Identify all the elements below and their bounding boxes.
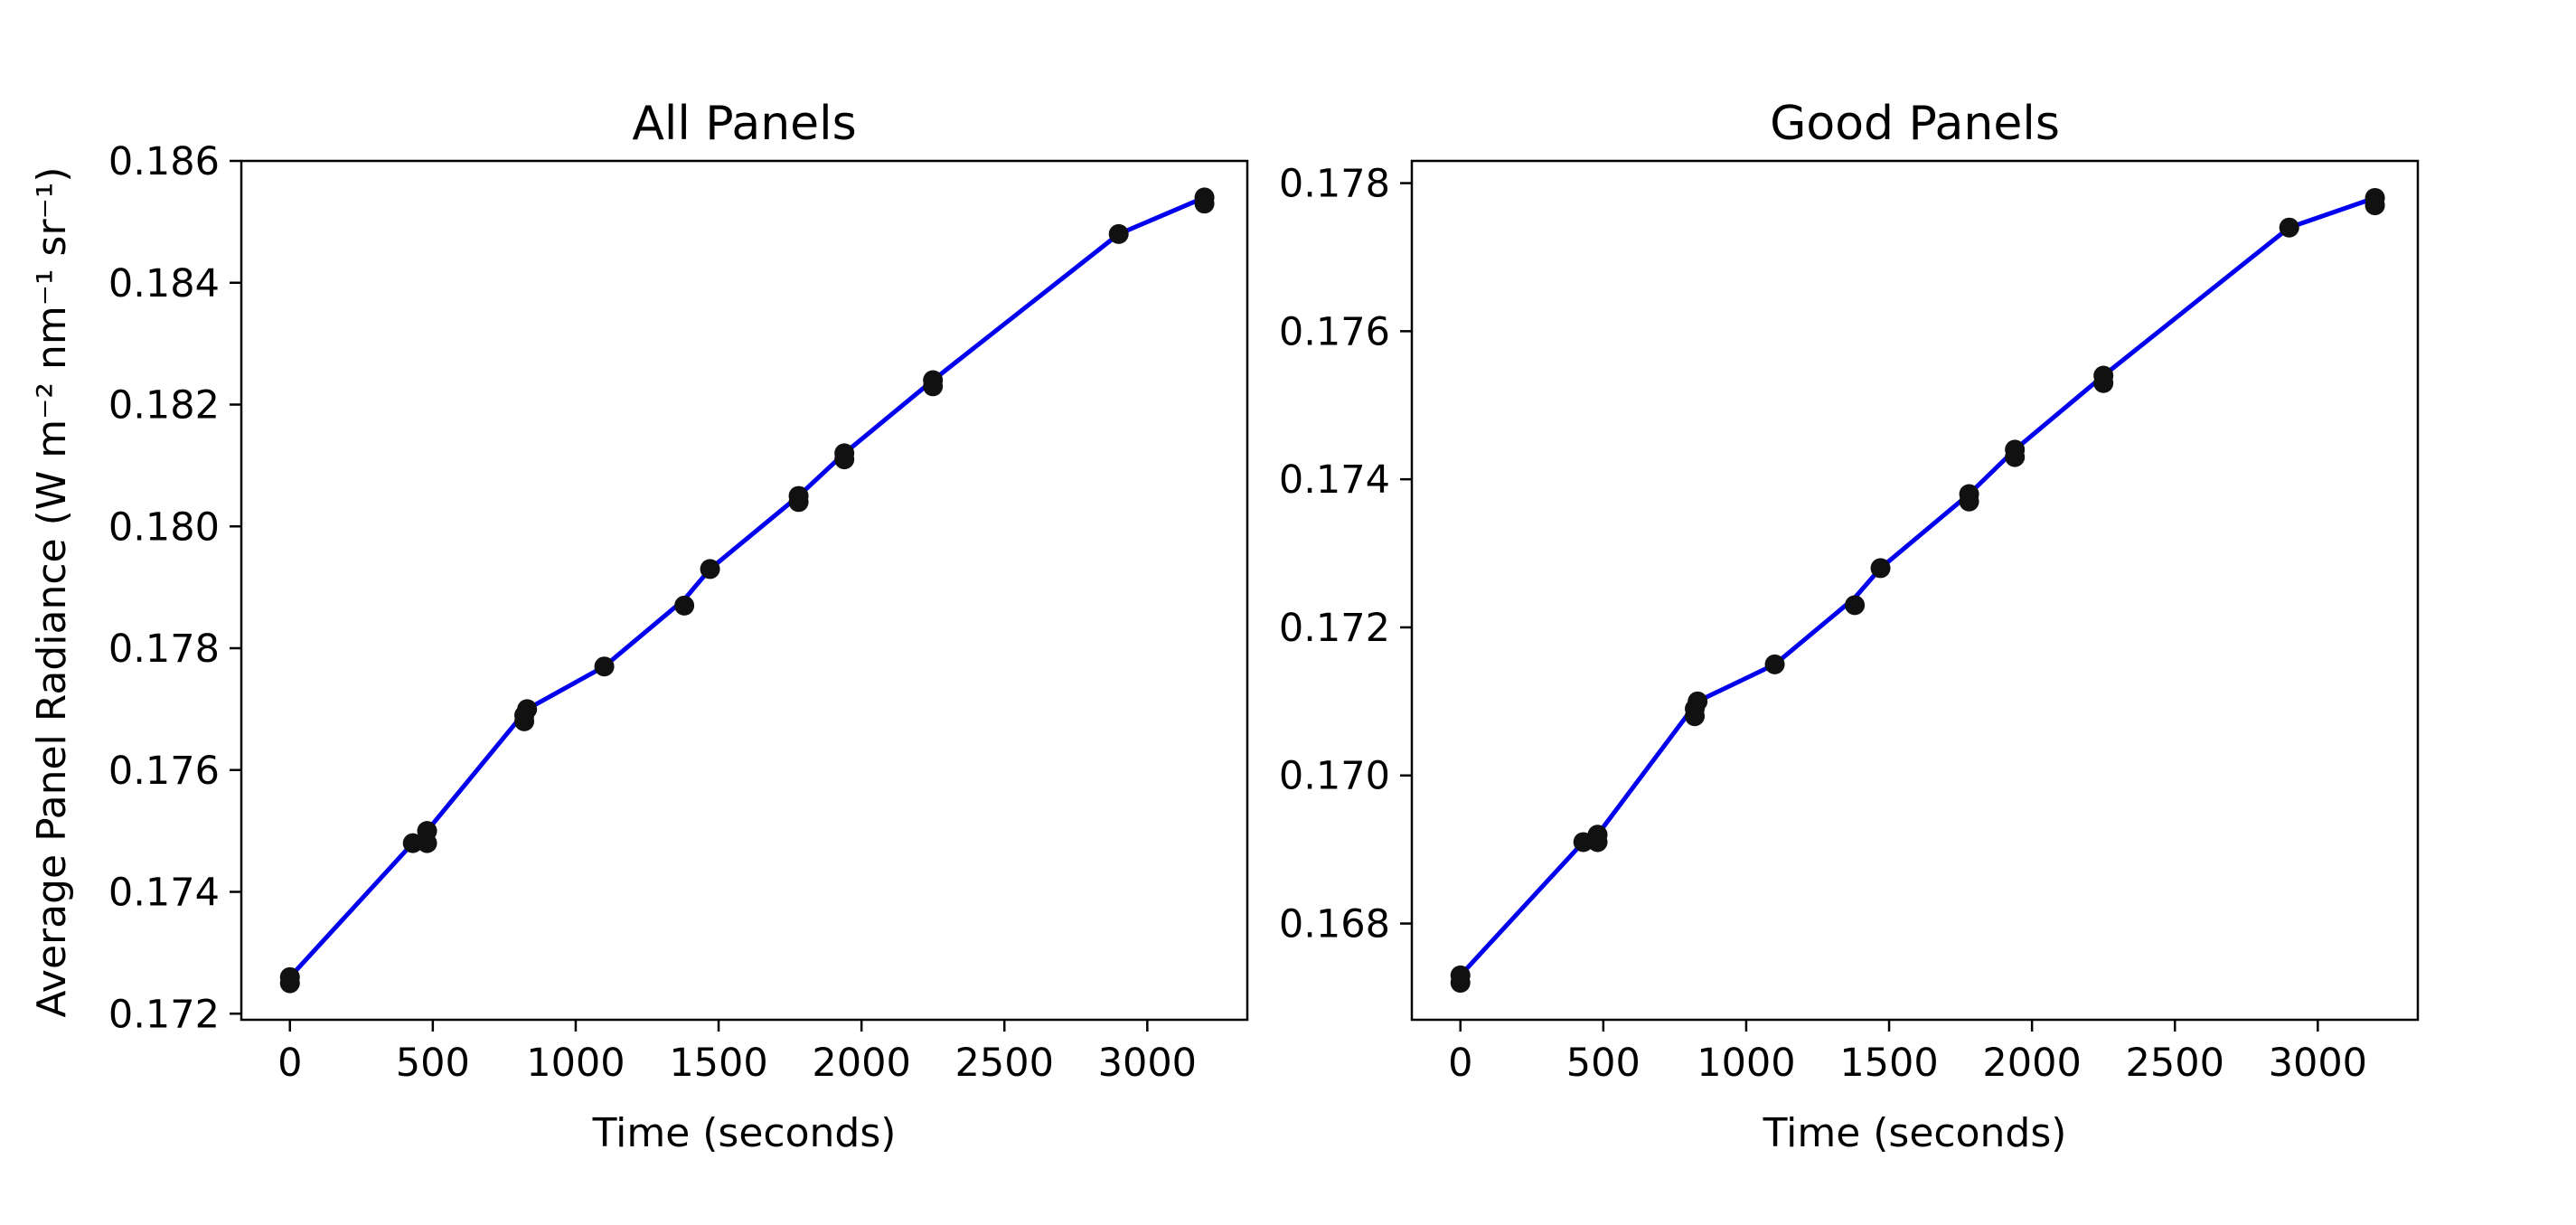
x-tick-label: 3000: [2269, 1041, 2367, 1086]
data-point: [1688, 691, 1708, 711]
data-point: [1450, 965, 1471, 985]
x-axis-label: Time (seconds): [1763, 1110, 2067, 1156]
plot-frame: [1410, 159, 2420, 1022]
y-tick-label: 0.176: [1279, 309, 1390, 354]
data-point: [1764, 654, 1785, 674]
x-tick-label: 2000: [812, 1041, 910, 1086]
y-tick-label: 0.178: [1279, 162, 1390, 207]
y-tick-label: 0.174: [108, 871, 220, 916]
data-point: [2005, 439, 2026, 460]
plot-frame: [240, 159, 1249, 1022]
x-tick-label: 0: [277, 1041, 302, 1086]
data-point: [1108, 223, 1129, 244]
x-tick-label: 1500: [669, 1041, 767, 1086]
x-tick-label: 500: [1566, 1041, 1641, 1086]
chart-title: All Panels: [632, 97, 856, 151]
data-point: [402, 833, 423, 853]
data-point: [1959, 484, 1979, 504]
y-tick-label: 0.182: [108, 383, 220, 429]
data-point: [923, 370, 944, 391]
data-point: [834, 443, 855, 464]
data-point: [788, 485, 809, 506]
x-tick-label: 2000: [1982, 1041, 2081, 1086]
y-tick-label: 0.184: [108, 261, 220, 306]
y-tick-label: 0.170: [1279, 754, 1390, 799]
data-point: [279, 966, 300, 987]
y-tick-label: 0.180: [108, 504, 220, 550]
y-tick-label: 0.168: [1279, 902, 1390, 947]
x-tick-label: 2500: [955, 1041, 1054, 1086]
data-point: [674, 595, 695, 616]
y-tick-label: 0.178: [108, 627, 220, 672]
series-line: [287, 194, 1208, 980]
subplot-good-panels: Good Panels Time (seconds) 0 500 1000 1500 200…: [1279, 97, 2420, 1156]
data-point: [2279, 217, 2299, 238]
subplot-all-panels: All Panels Time (seconds) 0 500 1000 1500 2000…: [108, 97, 1249, 1156]
x-tick-label: 1000: [526, 1041, 625, 1086]
y-tick-label: 0.176: [108, 749, 220, 794]
data-point: [517, 699, 538, 720]
data-point: [1194, 187, 1215, 208]
x-tick-label: 500: [396, 1041, 470, 1086]
series-line: [1458, 195, 2378, 978]
x-tick-label: 3000: [1098, 1041, 1197, 1086]
x-tick-label: 0: [1448, 1041, 1472, 1086]
data-point: [417, 821, 437, 842]
data-point: [1587, 825, 1608, 845]
data-point: [2093, 365, 2114, 386]
data-point: [700, 559, 720, 580]
y-tick-label: 0.186: [108, 139, 220, 184]
y-axis-label: Average Panel Radiance (W m⁻² nm⁻¹ sr⁻¹): [29, 166, 75, 1017]
chart-title: Good Panels: [1770, 97, 2060, 151]
data-point: [1845, 595, 1866, 616]
y-tick-label: 0.172: [108, 992, 220, 1037]
x-axis-label: Time (seconds): [592, 1110, 897, 1156]
data-point: [594, 656, 615, 677]
y-tick-label: 0.172: [1279, 606, 1390, 651]
x-tick-label: 1000: [1697, 1041, 1795, 1086]
x-tick-label: 2500: [2126, 1041, 2224, 1086]
y-tick-label: 0.174: [1279, 457, 1390, 503]
data-point: [1870, 558, 1891, 579]
data-point: [2364, 187, 2385, 208]
x-tick-label: 1500: [1839, 1041, 1938, 1086]
